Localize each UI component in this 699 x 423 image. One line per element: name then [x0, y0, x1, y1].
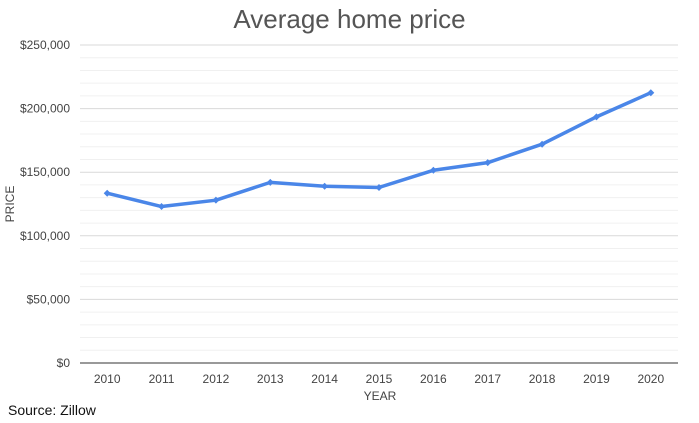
- y-tick-label: $200,000: [20, 102, 70, 116]
- data-point: [647, 89, 655, 97]
- series-group: [103, 89, 655, 211]
- x-tick-label: 2010: [94, 372, 121, 386]
- x-tick-label: 2016: [420, 372, 447, 386]
- data-point: [321, 182, 329, 190]
- chart-title: Average home price: [233, 4, 466, 34]
- grid-lines: [80, 44, 678, 351]
- x-tick-label: 2017: [474, 372, 501, 386]
- data-point: [538, 140, 546, 148]
- x-tick-label: 2014: [311, 372, 338, 386]
- x-tick-label: 2018: [529, 372, 556, 386]
- y-tick-label: $50,000: [27, 292, 71, 306]
- data-point: [212, 196, 220, 204]
- data-point: [158, 203, 166, 211]
- y-tick-label: $100,000: [20, 229, 70, 243]
- x-tick-label: 2015: [366, 372, 393, 386]
- x-axis-label: YEAR: [364, 389, 397, 403]
- x-axis-ticks: 2010 2011 2012 2013 2014 2015 2016 2017 2018 2019…: [94, 372, 665, 386]
- y-tick-label: $0: [57, 356, 71, 370]
- y-tick-label: $250,000: [20, 38, 70, 52]
- x-tick-label: 2019: [583, 372, 610, 386]
- x-tick-label: 2020: [637, 372, 664, 386]
- data-point: [103, 189, 111, 197]
- data-point: [484, 159, 492, 167]
- data-point: [375, 183, 383, 191]
- x-tick-label: 2013: [257, 372, 284, 386]
- y-axis-ticks: $0 $50,000 $100,000 $150,000 $200,000 $250,00…: [20, 38, 70, 370]
- y-tick-label: $150,000: [20, 165, 70, 179]
- data-point: [266, 178, 274, 186]
- x-tick-label: 2011: [149, 372, 175, 386]
- y-axis-label: PRICE: [3, 186, 17, 223]
- data-point: [429, 166, 437, 174]
- x-tick-label: 2012: [203, 372, 230, 386]
- data-point: [592, 113, 600, 121]
- source-note: Source: Zillow: [8, 402, 96, 418]
